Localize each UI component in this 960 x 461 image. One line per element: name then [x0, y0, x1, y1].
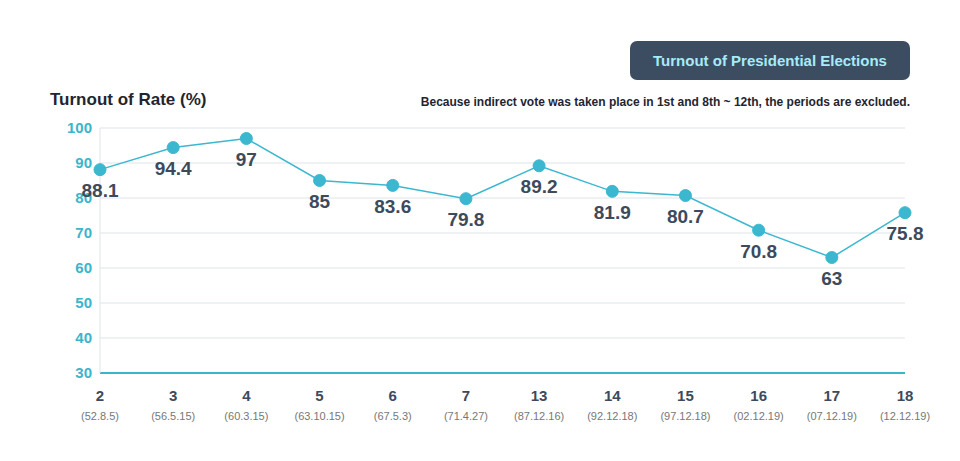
- html-text:Turnout of Presidential Electi: Turnout of Presidential Elections: [653, 52, 887, 69]
- svg-text:(07.12.19): (07.12.19): [807, 410, 857, 422]
- svg-text:89.2: 89.2: [521, 176, 558, 197]
- svg-text:18: 18: [897, 387, 914, 404]
- svg-text:70.8: 70.8: [740, 241, 777, 262]
- svg-text:(56.5.15): (56.5.15): [151, 410, 195, 422]
- svg-text:88.1: 88.1: [82, 180, 119, 201]
- svg-text:79.8: 79.8: [447, 209, 484, 230]
- svg-text:13: 13: [531, 387, 548, 404]
- svg-text:(97.12.18): (97.12.18): [660, 410, 710, 422]
- svg-text:60: 60: [75, 259, 92, 276]
- svg-text:15: 15: [677, 387, 694, 404]
- svg-text:(87.12.16): (87.12.16): [514, 410, 564, 422]
- svg-text:40: 40: [75, 329, 92, 346]
- svg-text:81.9: 81.9: [594, 202, 631, 223]
- svg-text:83.6: 83.6: [374, 196, 411, 217]
- html-text:Because indirect vote was take: Because indirect vote was taken place in…: [420, 95, 910, 109]
- svg-text:50: 50: [75, 294, 92, 311]
- svg-text:80.7: 80.7: [667, 206, 704, 227]
- html-text:Turnout of Rate (%): Turnout of Rate (%): [50, 90, 207, 109]
- svg-text:16: 16: [750, 387, 767, 404]
- svg-text:94.4: 94.4: [155, 158, 192, 179]
- svg-text:(02.12.19): (02.12.19): [734, 410, 784, 422]
- svg-text:85: 85: [309, 191, 331, 212]
- svg-text:30: 30: [75, 364, 92, 381]
- svg-text:90: 90: [75, 154, 92, 171]
- svg-text:(60.3.15): (60.3.15): [224, 410, 268, 422]
- svg-text:5: 5: [315, 387, 323, 404]
- svg-text:97: 97: [236, 149, 257, 170]
- svg-text:70: 70: [75, 224, 92, 241]
- svg-text:(71.4.27): (71.4.27): [444, 410, 488, 422]
- svg-text:(52.8.5): (52.8.5): [81, 410, 119, 422]
- svg-text:2: 2: [96, 387, 104, 404]
- svg-text:(12.12.19): (12.12.19): [880, 410, 930, 422]
- svg-text:7: 7: [462, 387, 470, 404]
- svg-text:6: 6: [389, 387, 397, 404]
- svg-text:14: 14: [604, 387, 621, 404]
- svg-text:4: 4: [242, 387, 251, 404]
- svg-text:(92.12.18): (92.12.18): [587, 410, 637, 422]
- svg-text:75.8: 75.8: [887, 223, 924, 244]
- svg-text:63: 63: [821, 268, 842, 289]
- svg-text:3: 3: [169, 387, 177, 404]
- svg-text:(63.10.15): (63.10.15): [294, 410, 344, 422]
- svg-text:100: 100: [67, 119, 92, 136]
- svg-text:17: 17: [823, 387, 840, 404]
- svg-text:(67.5.3): (67.5.3): [374, 410, 412, 422]
